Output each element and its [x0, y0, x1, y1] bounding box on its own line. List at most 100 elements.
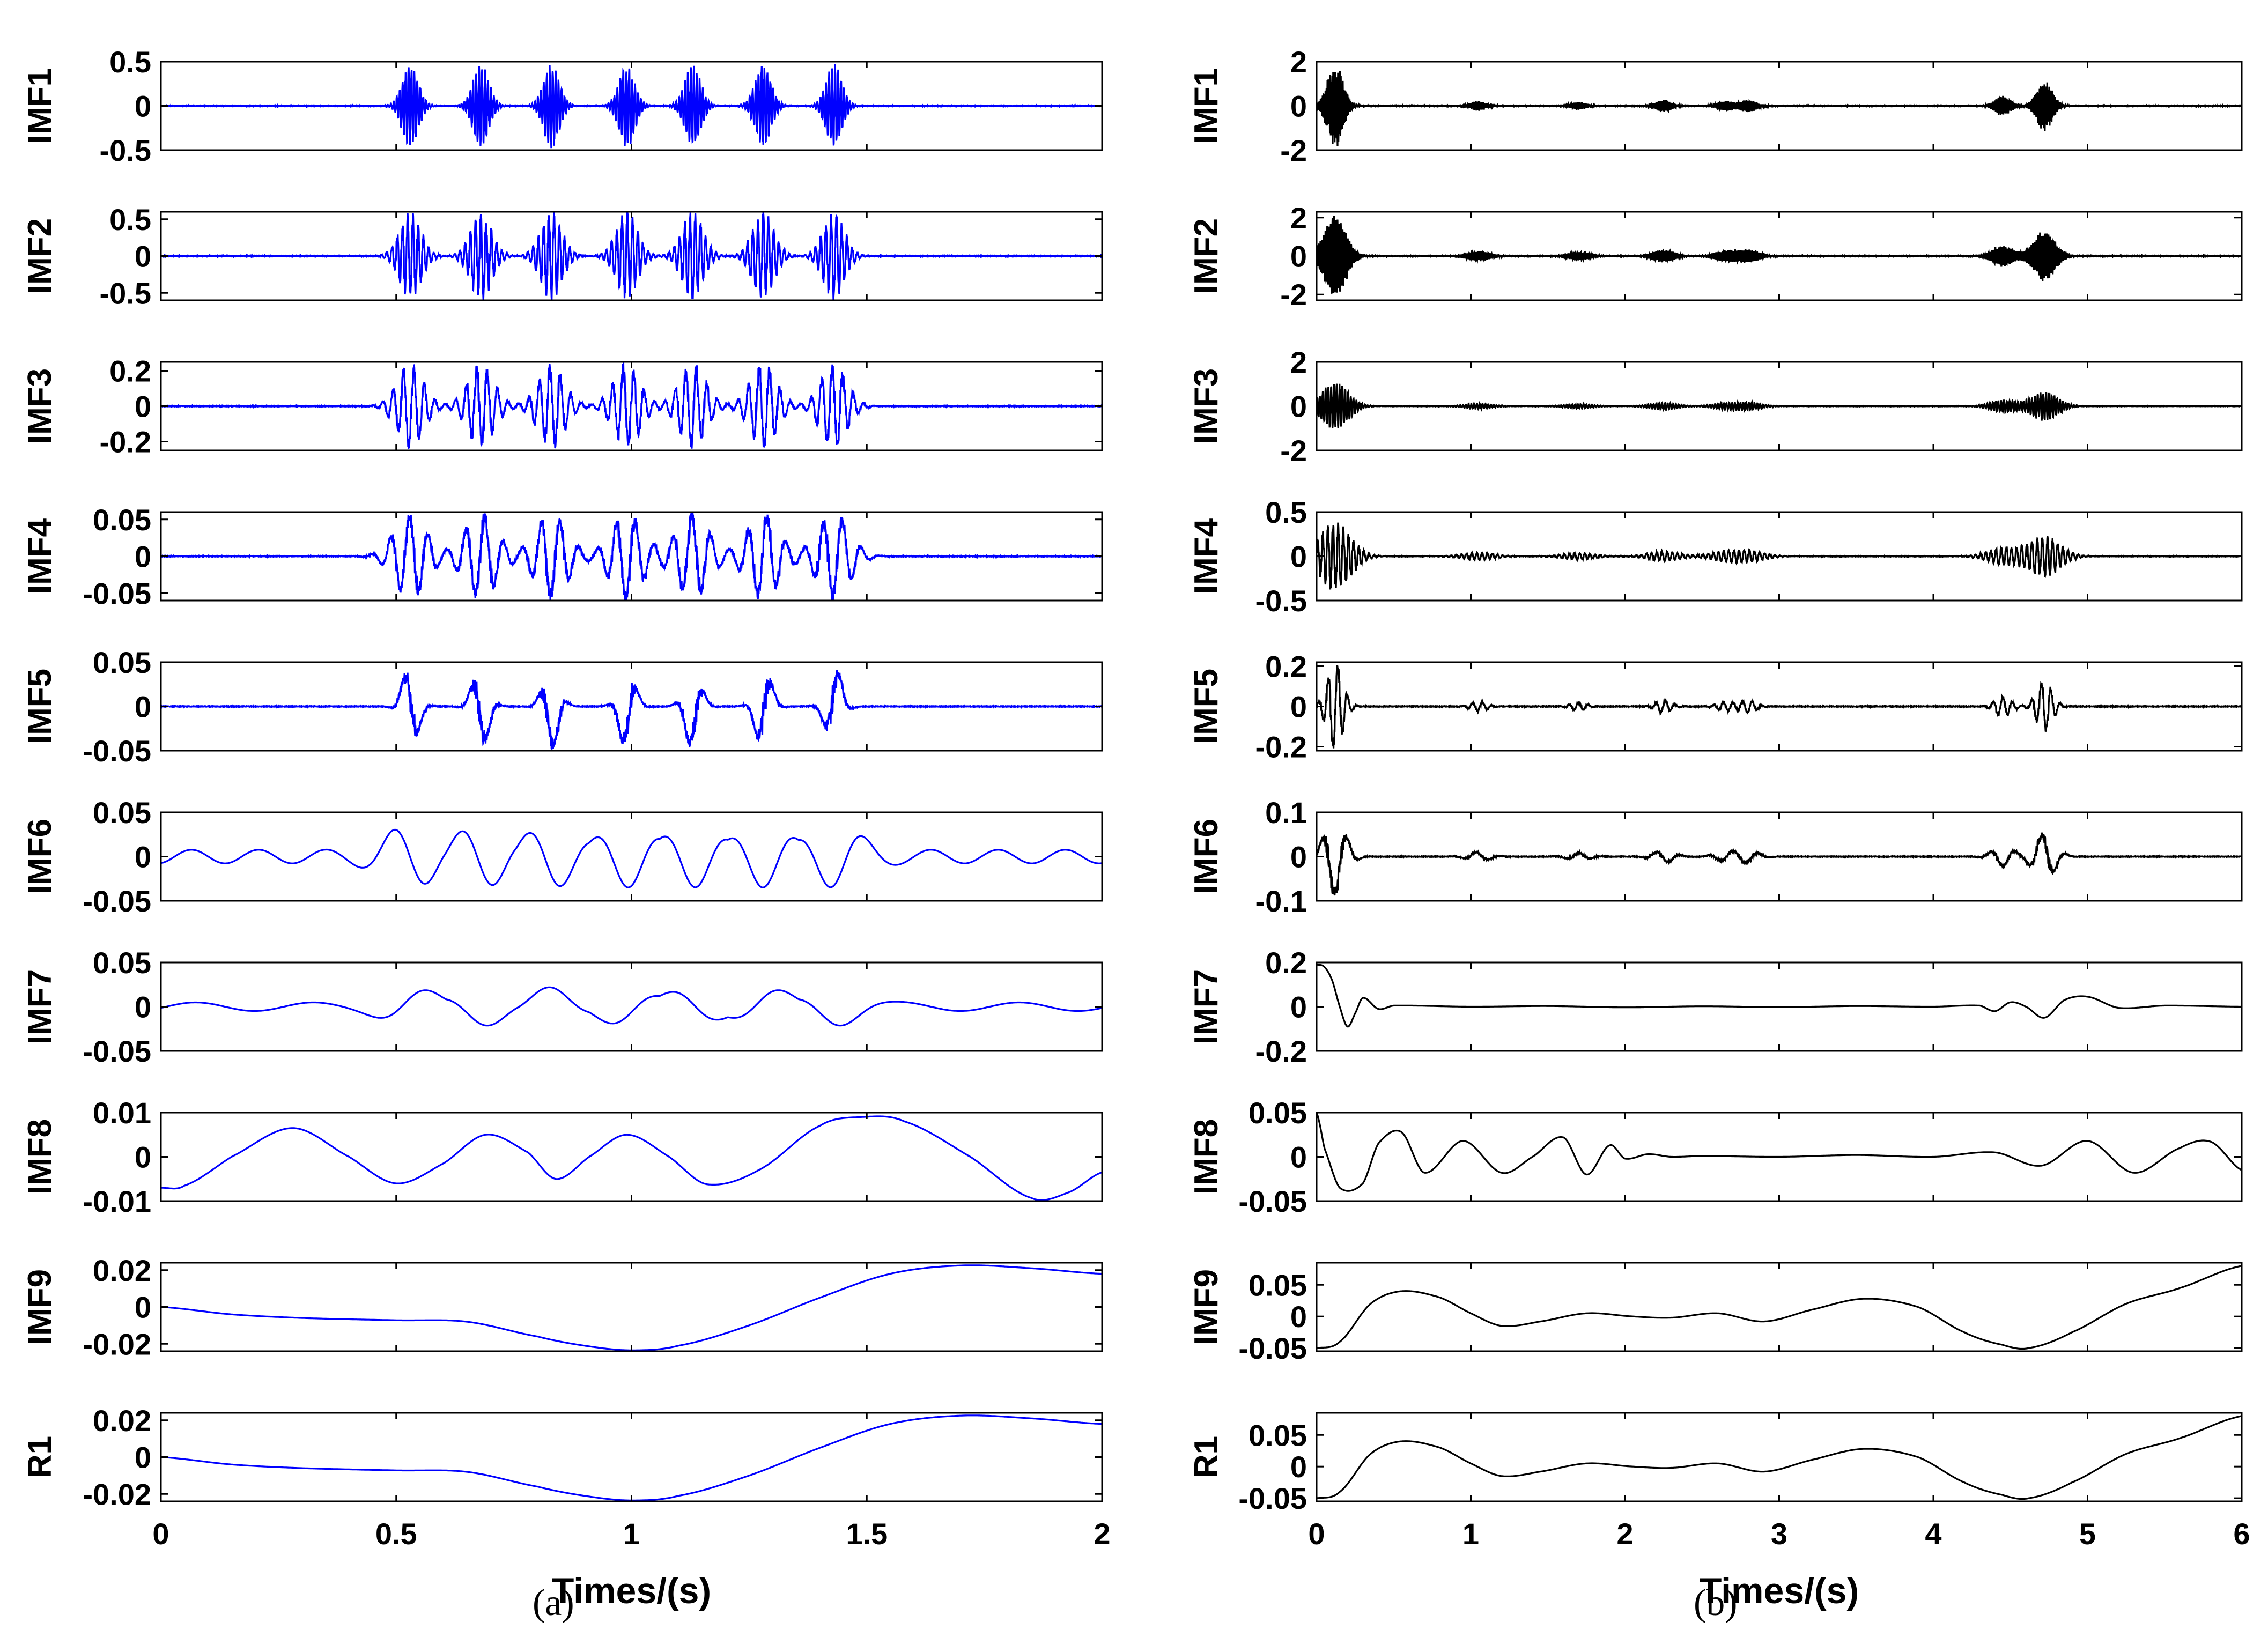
y-tick-label: 0.05	[1248, 1418, 1307, 1452]
y-tick-label: -0.1	[1255, 884, 1307, 918]
y-tick-label: 0.02	[93, 1404, 151, 1438]
y-tick-label: 0	[1290, 1300, 1307, 1334]
panel-label: IMF1	[21, 68, 58, 144]
y-tick-label: -0.5	[100, 134, 152, 167]
panel-label: IMF1	[1188, 68, 1225, 144]
panel-a-imf3: 0.20-0.2 IMF3	[21, 354, 1103, 459]
panel-label: IMF3	[21, 368, 58, 444]
series-line-imf1	[161, 64, 1102, 149]
y-tick-label: -0.2	[100, 425, 152, 459]
panel-label: IMF7	[1188, 969, 1225, 1044]
x-tick-label: 5	[2079, 1517, 2096, 1551]
axes-frame	[1316, 1262, 2243, 1352]
series-line-imf4	[161, 512, 1102, 601]
y-tick-label: 0.5	[109, 45, 151, 79]
caption-b: (b)	[1694, 1582, 1738, 1624]
series-line-r1	[1317, 1415, 2242, 1500]
y-tick-label: -0.05	[83, 1034, 151, 1068]
y-tick-label: 0	[1290, 1450, 1307, 1484]
axes-frame	[160, 811, 1103, 902]
axes-frame	[1316, 1412, 2243, 1502]
y-tick-label: -0.05	[83, 884, 151, 918]
panel-label: IMF2	[1188, 218, 1225, 294]
y-tick-label: 0	[1290, 240, 1307, 273]
panel-label: IMF6	[1188, 819, 1225, 894]
caption-a: (a)	[533, 1582, 574, 1624]
series-line-imf3	[161, 362, 1102, 449]
x-tick-label: 2	[1094, 1517, 1110, 1551]
y-tick-label: 0.2	[1265, 946, 1307, 980]
y-tick-label: -0.01	[83, 1184, 151, 1218]
series-line-imf5	[1317, 665, 2242, 749]
panel-a-imf9: 0.02 0-0.02 IMF9	[21, 1254, 1103, 1361]
panel-label: IMF5	[21, 669, 58, 744]
panel-label: IMF9	[1188, 1269, 1225, 1345]
series-line-r1	[161, 1414, 1102, 1501]
series-line-imf2	[161, 212, 1102, 300]
y-tick-label: 2	[1290, 201, 1307, 235]
y-tick-label: 0.05	[1248, 1096, 1307, 1130]
series-line-imf4	[1317, 522, 2242, 590]
panel-label: IMF2	[21, 218, 58, 294]
y-tick-label: 0.05	[93, 646, 151, 679]
x-tick-label: 3	[1771, 1517, 1787, 1551]
y-tick-label: 2	[1290, 45, 1307, 79]
y-tick-label: 0	[1290, 390, 1307, 424]
panel-a-imf2: 0.5 0-0.5 IMF2	[21, 203, 1103, 310]
panel-label: IMF6	[21, 819, 58, 894]
y-tick-label: 2	[1290, 345, 1307, 379]
panel-label: IMF8	[21, 1119, 58, 1195]
y-tick-label: -0.05	[1238, 1331, 1307, 1365]
y-tick-label: 0.05	[93, 503, 151, 537]
chart-b: 20-2IMF120-2IMF220-2IMF30.50-0.5IMF40.20…	[1188, 45, 2250, 1611]
y-tick-label: -0.05	[83, 576, 151, 610]
axes-frame	[160, 961, 1103, 1052]
y-tick-label: 0	[135, 90, 151, 123]
x-axis-label: Times/(s)	[552, 1570, 711, 1611]
y-tick-label: 0.05	[93, 796, 151, 829]
y-tick-label: 0.2	[109, 354, 151, 388]
x-tick-label: 0	[1308, 1517, 1325, 1551]
series-line-imf6	[1317, 832, 2242, 896]
panel-b-imf8: 0.05 0 -0.05 IMF8	[1188, 1096, 2243, 1218]
x-tick-label: 4	[1925, 1517, 1941, 1551]
axes-frame	[160, 1112, 1103, 1202]
x-tick-label: 1	[623, 1517, 640, 1551]
y-tick-label: -0.2	[1255, 1034, 1307, 1068]
y-tick-label: 0	[135, 390, 151, 424]
panel-label: IMF3	[1188, 368, 1225, 444]
y-tick-label: -0.02	[83, 1327, 151, 1361]
y-tick-label: -0.05	[1238, 1184, 1307, 1218]
series-line-imf9	[1317, 1265, 2242, 1350]
y-tick-label: 0	[1290, 1140, 1307, 1174]
series-line-imf1	[1317, 71, 2242, 146]
x-axis-label: Times/(s)	[1700, 1570, 1859, 1611]
series-line-imf8	[161, 1115, 1102, 1201]
panel-label: IMF4	[1188, 518, 1225, 594]
y-tick-label: 0.05	[1248, 1268, 1307, 1302]
panel-label: IMF9	[21, 1269, 58, 1345]
y-tick-label: 0	[135, 1140, 151, 1174]
panel-b-imf6: 0.1 0 -0.1 IMF6	[1188, 796, 2243, 918]
y-tick-label: 0.2	[1265, 650, 1307, 684]
panel-b-imf1: 2 0 -2 IMF1	[1188, 45, 2243, 167]
y-tick-label: -0.5	[100, 276, 152, 310]
y-tick-label: 0	[135, 690, 151, 724]
panel-b-imf7: 0.2 0 -0.2 IMF7	[1188, 946, 2243, 1068]
y-tick-label: 0.02	[93, 1254, 151, 1287]
x-tick-label: 1.5	[846, 1517, 888, 1551]
x-tick-label: 0	[152, 1517, 169, 1551]
y-tick-label: 0	[135, 540, 151, 574]
panel-b-imf5: 0.2 0 -0.2 IMF5	[1188, 650, 2243, 764]
y-tick-label: -2	[1280, 278, 1307, 312]
y-tick-label: 0	[135, 840, 151, 874]
series-line-imf2	[1317, 216, 2242, 294]
y-tick-label: -0.05	[83, 734, 151, 768]
y-tick-label: -0.02	[83, 1477, 151, 1511]
y-tick-label: 0	[1290, 90, 1307, 123]
panel-a-imf4: 0.050-0.05 IMF4	[21, 503, 1103, 610]
panel-label: R1	[1188, 1436, 1225, 1478]
